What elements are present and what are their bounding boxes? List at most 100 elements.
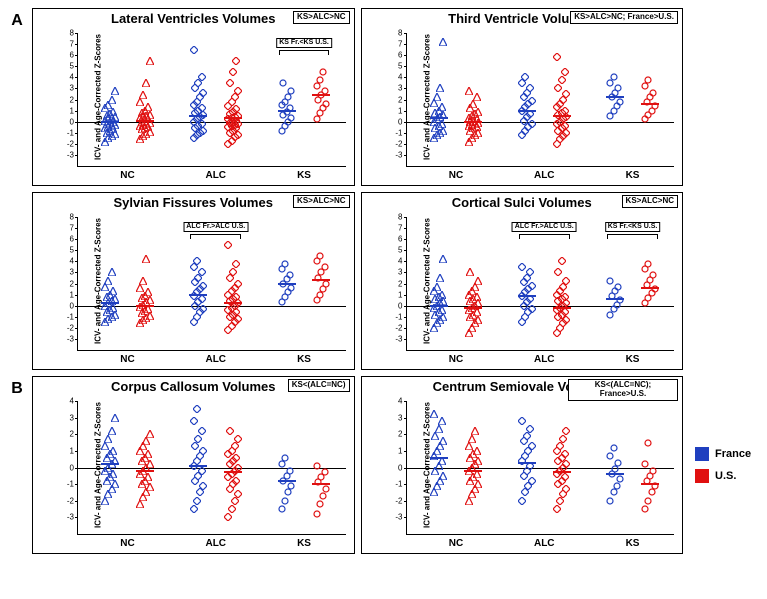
- y-tick-label: 0: [60, 301, 74, 310]
- y-tick-label: 7: [60, 224, 74, 233]
- y-tick-mark: [75, 100, 78, 101]
- y-tick-label: 5: [60, 246, 74, 255]
- data-point: [474, 272, 482, 290]
- y-tick-label: -2: [389, 323, 403, 332]
- mean-bar: [553, 115, 571, 117]
- y-tick-label: 3: [389, 413, 403, 422]
- data-point: [193, 252, 201, 270]
- plot-area: -3-2-1012345678NCALCKSALC Fr.>ALC U.S.: [77, 217, 346, 351]
- y-tick-label: -1: [60, 480, 74, 489]
- mean-bar: [136, 120, 154, 122]
- bracket-label: KS Fr.<KS U.S.: [276, 38, 332, 48]
- x-category-label: NC: [449, 538, 463, 549]
- y-tick-label: 0: [60, 463, 74, 472]
- y-tick-mark: [75, 295, 78, 296]
- mean-bar: [641, 483, 659, 485]
- data-point: [108, 263, 116, 281]
- y-tick-label: 1: [60, 446, 74, 455]
- x-category-label: NC: [120, 354, 134, 365]
- y-tick-label: -1: [389, 480, 403, 489]
- data-point: [146, 52, 154, 70]
- y-tick-label: 6: [389, 51, 403, 60]
- y-tick-mark: [75, 228, 78, 229]
- mean-bar: [189, 465, 207, 467]
- y-tick-label: 6: [389, 235, 403, 244]
- plot-area: -3-2-1012345678NCALCKSALC Fr.>ALC U.S.KS…: [406, 217, 675, 351]
- y-tick-mark: [75, 250, 78, 251]
- mean-bar: [312, 94, 330, 96]
- y-tick-mark: [75, 133, 78, 134]
- y-tick-mark: [404, 434, 407, 435]
- legend: France U.S.: [689, 376, 759, 554]
- y-tick-label: -2: [389, 139, 403, 148]
- y-tick-mark: [75, 484, 78, 485]
- y-tick-label: -1: [60, 312, 74, 321]
- mean-bar: [136, 470, 154, 472]
- data-point: [649, 462, 657, 480]
- bracket-line: [607, 234, 658, 238]
- data-point: [553, 48, 561, 66]
- bracket-label: KS Fr.<KS U.S.: [605, 222, 661, 232]
- y-tick-label: 1: [60, 290, 74, 299]
- data-point: [224, 236, 232, 254]
- y-tick-label: 2: [389, 430, 403, 439]
- mean-bar: [430, 305, 448, 307]
- mean-bar: [224, 471, 242, 473]
- y-tick-label: -1: [389, 128, 403, 137]
- plot-area: -3-2-1012345678NCALCKSKS Fr.<KS U.S.: [77, 33, 346, 167]
- y-tick-mark: [404, 250, 407, 251]
- y-tick-label: 1: [389, 106, 403, 115]
- y-tick-label: 6: [60, 235, 74, 244]
- x-category-label: NC: [120, 170, 134, 181]
- y-tick-mark: [75, 155, 78, 156]
- y-tick-mark: [75, 284, 78, 285]
- y-tick-label: 5: [60, 62, 74, 71]
- y-tick-label: 2: [60, 279, 74, 288]
- y-tick-label: 3: [60, 268, 74, 277]
- y-tick-label: 4: [60, 397, 74, 406]
- data-point: [321, 463, 329, 481]
- figure-grid: A Lateral Ventricles VolumesKS>ALC>NCICV…: [8, 8, 759, 554]
- plot-area: -3-2-1012345678NCALCKS: [406, 33, 675, 167]
- y-tick-mark: [75, 317, 78, 318]
- data-point: [198, 422, 206, 440]
- data-point: [614, 278, 622, 296]
- x-category-label: ALC: [534, 170, 555, 181]
- panel-centrum: Centrum Semiovale VolumesKS<(ALC=NC); Fr…: [361, 376, 684, 554]
- data-point: [644, 434, 652, 452]
- data-point: [281, 255, 289, 273]
- data-point: [281, 449, 289, 467]
- x-category-label: KS: [626, 538, 640, 549]
- y-tick-mark: [404, 272, 407, 273]
- y-tick-label: 8: [60, 213, 74, 222]
- y-tick-label: -2: [389, 496, 403, 505]
- y-tick-label: 3: [389, 268, 403, 277]
- panel-corpus: Corpus Callosum VolumesKS<(ALC=NC)ICV- a…: [32, 376, 355, 554]
- mean-bar: [464, 121, 482, 123]
- mean-bar: [430, 457, 448, 459]
- y-tick-mark: [404, 418, 407, 419]
- y-tick-label: -2: [60, 496, 74, 505]
- y-tick-mark: [75, 55, 78, 56]
- section-label-B: B: [8, 376, 26, 554]
- comparison-badge: KS>ALC>NC: [293, 11, 349, 24]
- y-tick-label: 8: [389, 29, 403, 38]
- x-category-label: ALC: [534, 538, 555, 549]
- data-point: [561, 63, 569, 81]
- mean-bar: [464, 307, 482, 309]
- data-point: [319, 63, 327, 81]
- data-point: [226, 422, 234, 440]
- data-point: [234, 82, 242, 100]
- bracket-line: [190, 234, 241, 238]
- y-tick-mark: [75, 144, 78, 145]
- x-category-label: KS: [626, 170, 640, 181]
- y-tick-mark: [404, 44, 407, 45]
- y-tick-label: -1: [60, 128, 74, 137]
- y-tick-mark: [75, 239, 78, 240]
- data-point: [471, 422, 479, 440]
- mean-bar: [189, 115, 207, 117]
- y-tick-label: 3: [60, 84, 74, 93]
- data-point: [198, 68, 206, 86]
- y-tick-label: 0: [389, 117, 403, 126]
- y-tick-label: 8: [60, 29, 74, 38]
